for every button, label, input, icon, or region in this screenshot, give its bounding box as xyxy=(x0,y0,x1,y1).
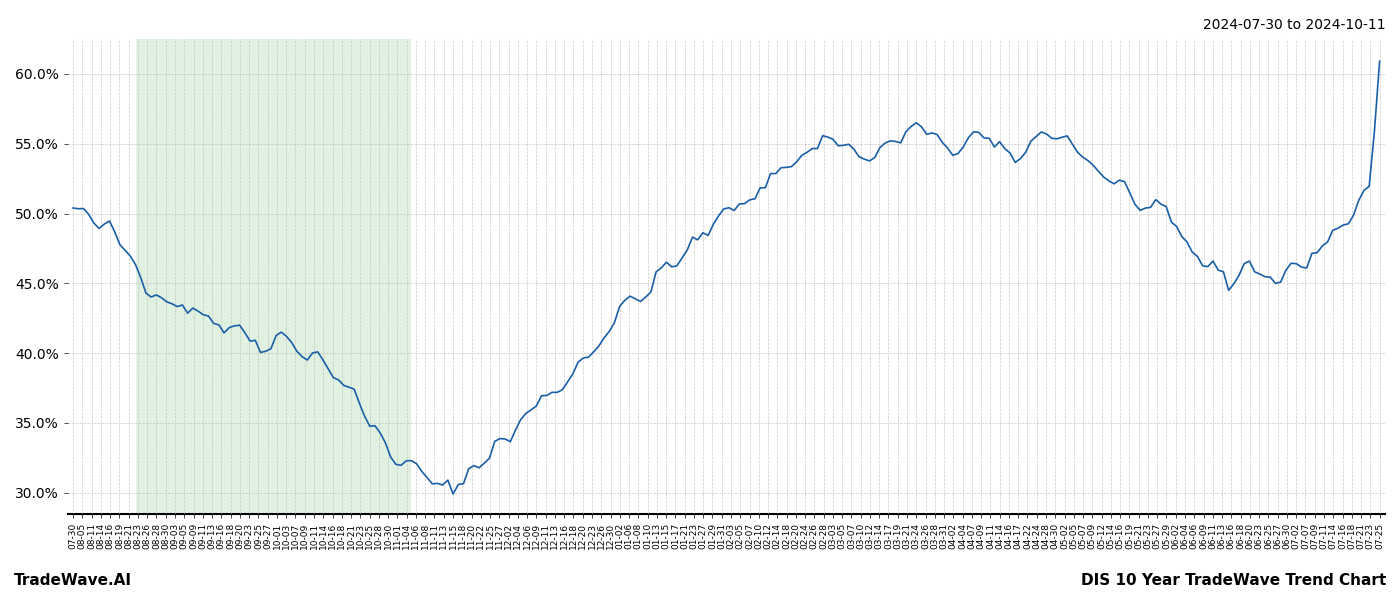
Text: TradeWave.AI: TradeWave.AI xyxy=(14,573,132,588)
Text: 2024-07-30 to 2024-10-11: 2024-07-30 to 2024-10-11 xyxy=(1204,18,1386,32)
Text: DIS 10 Year TradeWave Trend Chart: DIS 10 Year TradeWave Trend Chart xyxy=(1081,573,1386,588)
Bar xyxy=(136,39,412,514)
